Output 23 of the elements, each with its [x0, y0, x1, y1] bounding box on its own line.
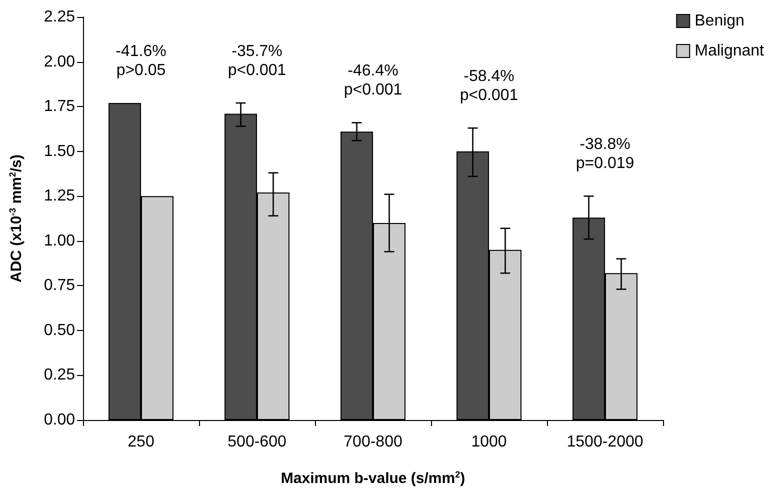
x-tick-label: 700-800 [344, 434, 402, 450]
y-tick-label: 1.50 [44, 142, 76, 160]
y-tick-label: 0.50 [44, 322, 76, 339]
y-tick-label: 2.00 [44, 53, 76, 70]
legend-label: Malignant [694, 42, 765, 60]
annotation: -58.4% p<0.001 [460, 68, 518, 104]
x-tick-label: 1000 [471, 434, 507, 450]
y-tick-label: 1.75 [44, 98, 76, 116]
x-tick-label: 500-600 [228, 434, 286, 450]
y-tick-label: 2.25 [44, 8, 76, 26]
y-axis-title: ADC (x10-3 mm2/s) [8, 154, 25, 283]
x-tick-label: 1500-2000 [566, 434, 644, 450]
y-tick-label: 0.00 [44, 412, 76, 428]
y-tick-label: 0.25 [44, 366, 76, 384]
x-tick-label: 250 [128, 434, 154, 450]
y-tick-label: 1.25 [44, 188, 76, 205]
annotation: -38.8% p=0.019 [576, 136, 634, 172]
annotation: -35.7% p<0.001 [228, 42, 286, 79]
annotation: -46.4% p<0.001 [344, 62, 402, 99]
annotation: -41.6% p>0.05 [116, 42, 166, 79]
y-tick-label: 1.00 [44, 232, 76, 250]
y-tick-label: 0.75 [44, 277, 76, 294]
legend-label: Benign [694, 12, 744, 30]
